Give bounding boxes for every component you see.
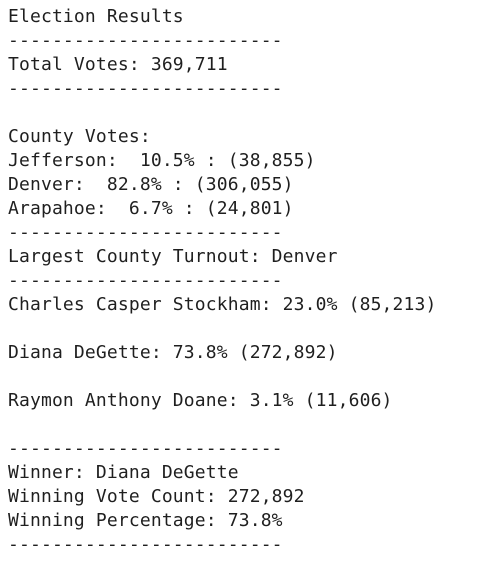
separator-line: ------------------------- [8,438,283,459]
separator-line: ------------------------- [8,30,283,51]
county-line-jefferson: Jefferson: 10.5% : (38,855) [8,150,316,171]
separator-line: ------------------------- [8,534,283,555]
winning-percentage-line: Winning Percentage: 73.8% [8,510,283,531]
county-line-denver: Denver: 82.8% : (306,055) [8,174,294,195]
winner-line: Winner: Diana DeGette [8,462,239,483]
total-votes-line: Total Votes: 369,711 [8,54,228,75]
largest-county-line: Largest County Turnout: Denver [8,246,338,267]
results-title: Election Results [8,6,184,27]
candidate-line-degette: Diana DeGette: 73.8% (272,892) [8,342,338,363]
county-line-arapahoe: Arapahoe: 6.7% : (24,801) [8,198,294,219]
candidate-line-stockham: Charles Casper Stockham: 23.0% (85,213) [8,294,437,315]
candidate-line-doane: Raymon Anthony Doane: 3.1% (11,606) [8,390,393,411]
separator-line: ------------------------- [8,270,283,291]
winning-vote-count-line: Winning Vote Count: 272,892 [8,486,305,507]
county-votes-heading: County Votes: [8,126,151,147]
separator-line: ------------------------- [8,78,283,99]
separator-line: ------------------------- [8,222,283,243]
